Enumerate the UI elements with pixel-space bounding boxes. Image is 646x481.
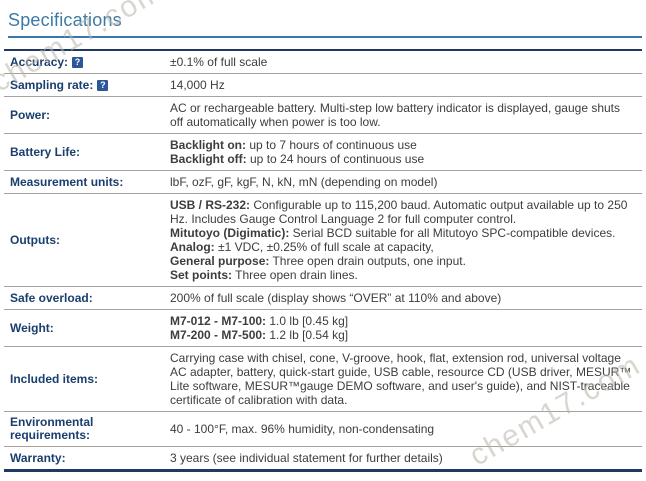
spec-value-paragraph: M7-200 - M7-500: 1.2 lb [0.54 kg] [170,328,349,342]
spec-label-text: Safe overload: [10,290,93,305]
spec-value: 40 - 100°F, max. 96% humidity, non-conde… [170,422,642,436]
spec-label-text: Measurement units: [10,174,124,189]
spec-label-text: Power: [10,107,51,122]
spec-table: Accuracy:? ±0.1% of full scale Sampling ra… [4,49,642,472]
spec-label-text: Accuracy: [10,54,69,69]
spec-value: M7-012 - M7-100: 1.0 lb [0.45 kg] M7-200 … [170,314,642,342]
spec-value: lbF, ozF, gF, kgF, N, kN, mN (depending … [170,175,642,189]
help-icon[interactable]: ? [72,56,84,68]
spec-row: Measurement units: lbF, ozF, gF, kgF, N, … [4,171,642,194]
spec-value-paragraph: 40 - 100°F, max. 96% humidity, non-conde… [170,422,435,436]
spec-value-paragraph: Analog: ±1 VDC, ±0.25% of full scale at … [170,240,434,254]
spec-label-text: Warranty: [10,450,66,465]
spec-label: Sampling rate:? [4,77,170,92]
spec-label-text: Battery Life: [10,144,81,159]
spec-value: Carrying case with chisel, cone, V-groov… [170,351,642,407]
spec-row: Weight: M7-012 - M7-100: 1.0 lb [0.45 kg]… [4,310,642,347]
page-title: Specifications [8,10,642,38]
spec-value-paragraph: 200% of full scale (display shows “OVER”… [170,291,502,305]
spec-label-text: Included items: [10,371,99,386]
spec-value-paragraph: ±0.1% of full scale [170,55,268,69]
spec-row: Accuracy:? ±0.1% of full scale [4,51,642,74]
spec-label: Measurement units: [4,174,170,189]
spec-label: Accuracy:? [4,54,170,69]
spec-label: Power: [4,107,170,122]
spec-value-paragraph: General purpose: Three open drain output… [170,254,466,268]
spec-row: Sampling rate:? 14,000 Hz [4,74,642,97]
spec-table-rows: Accuracy:? ±0.1% of full scale Sampling ra… [4,51,642,469]
spec-value: USB / RS-232: Configurable up to 115,200… [170,198,642,282]
spec-label: Outputs: [4,232,170,247]
spec-value: 3 years (see individual statement for fu… [170,451,642,465]
spec-value-paragraph: lbF, ozF, gF, kgF, N, kN, mN (depending … [170,175,438,189]
spec-value: 200% of full scale (display shows “OVER”… [170,291,642,305]
spec-row: Safe overload: 200% of full scale (displa… [4,287,642,310]
spec-value-paragraph: 3 years (see individual statement for fu… [170,451,443,465]
spec-value-paragraph: Backlight on: up to 7 hours of continuou… [170,138,417,152]
spec-value: ±0.1% of full scale [170,55,642,69]
spec-label: Included items: [4,371,170,386]
help-icon[interactable]: ? [97,79,109,91]
spec-value-paragraph: AC or rechargeable battery. Multi-step l… [170,101,621,129]
spec-value: Backlight on: up to 7 hours of continuou… [170,138,642,166]
spec-label: Environmental requirements: [4,416,170,442]
spec-row: Environmental requirements: 40 - 100°F, m… [4,412,642,447]
spec-label-text: Environmental requirements: [10,415,94,442]
spec-label: Battery Life: [4,144,170,159]
spec-value: 14,000 Hz [170,78,642,92]
spec-value-paragraph: Carrying case with chisel, cone, V-groov… [170,351,632,407]
spec-label-text: Weight: [10,320,54,335]
spec-value-paragraph: M7-012 - M7-100: 1.0 lb [0.45 kg] [170,314,349,328]
spec-row: Power: AC or rechargeable battery. Multi-… [4,97,642,134]
spec-row: Warranty: 3 years (see individual stateme… [4,447,642,469]
spec-label: Weight: [4,320,170,335]
spec-label-text: Outputs: [10,232,60,247]
spec-value-paragraph: Set points: Three open drain lines. [170,268,358,282]
spec-value-paragraph: USB / RS-232: Configurable up to 115,200… [170,198,628,226]
spec-row: Included items: Carrying case with chisel… [4,347,642,412]
spec-value-paragraph: Mitutoyo (Digimatic): Serial BCD suitabl… [170,226,616,240]
spec-label: Safe overload: [4,290,170,305]
spec-label-text: Sampling rate: [10,77,94,92]
spec-label: Warranty: [4,450,170,465]
spec-row: Battery Life: Backlight on: up to 7 hours… [4,134,642,171]
spec-value: AC or rechargeable battery. Multi-step l… [170,101,642,129]
spec-row: Outputs: USB / RS-232: Configurable up to… [4,194,642,287]
spec-value-paragraph: Backlight off: up to 24 hours of continu… [170,152,425,166]
spec-value-paragraph: 14,000 Hz [170,78,225,92]
